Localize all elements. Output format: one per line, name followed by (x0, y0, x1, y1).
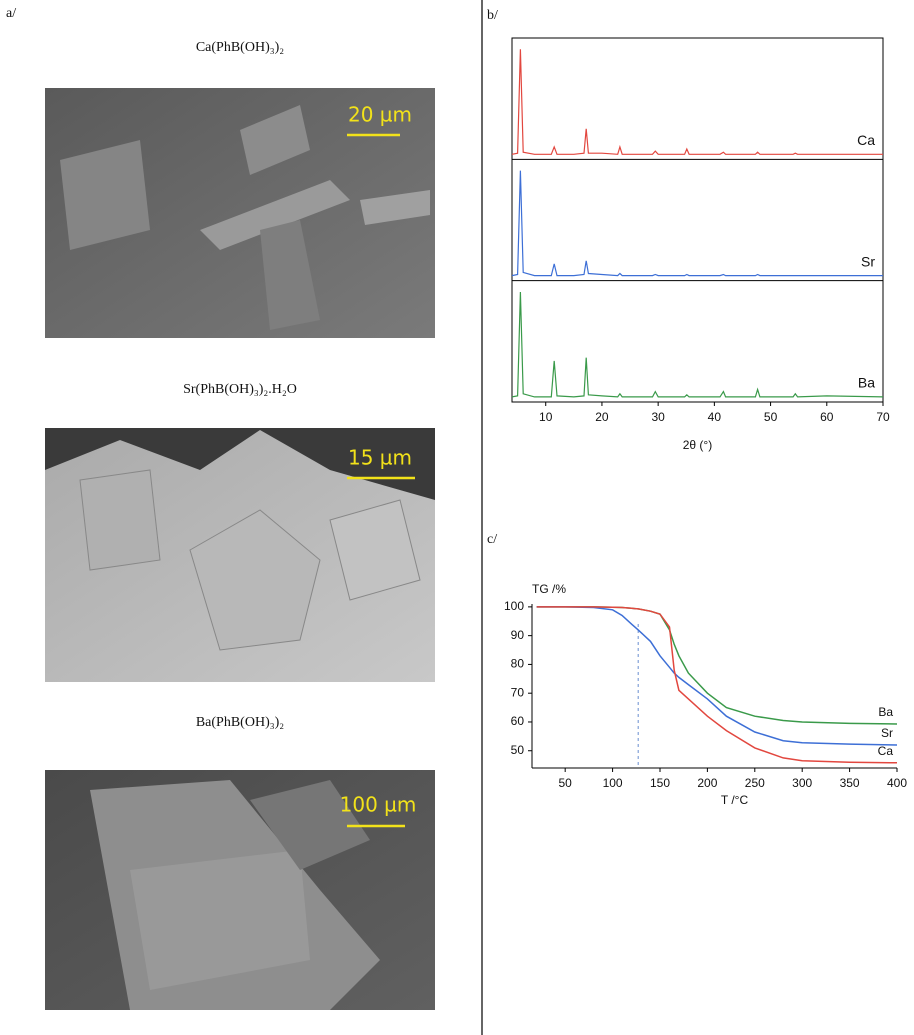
x-axis-label: 2θ (°) (683, 438, 712, 452)
x-axis-label: T /°C (721, 793, 749, 807)
xrd-line (512, 49, 883, 154)
x-tick-label: 150 (650, 776, 670, 790)
series-label: Sr (881, 726, 893, 740)
series-label: Ba (878, 705, 893, 719)
x-tick-label: 60 (820, 410, 834, 424)
y-tick-label: 60 (511, 714, 525, 728)
x-tick-label: 300 (792, 776, 812, 790)
image-title: Ca(PhB(OH)₃)₂ (196, 40, 284, 55)
tg-curve (537, 607, 897, 763)
y-tick-label: 70 (511, 685, 525, 699)
plot-frame (512, 38, 883, 402)
series-label: Sr (861, 253, 875, 269)
series-label: Ca (878, 744, 894, 758)
series-label: Ba (858, 375, 875, 391)
xrd-line (512, 171, 883, 276)
x-tick-label: 400 (887, 776, 907, 790)
x-tick-label: 50 (764, 410, 778, 424)
image-title: Ba(PhB(OH)₃)₂ (196, 715, 284, 730)
scale-bar-label: 20 µm (348, 103, 412, 127)
x-tick-label: 250 (745, 776, 765, 790)
x-tick-label: 10 (539, 410, 553, 424)
panel-label: c/ (487, 532, 497, 547)
tg-curve (537, 607, 897, 724)
y-tick-label: 80 (511, 657, 525, 671)
x-tick-label: 40 (708, 410, 722, 424)
panel-label: a/ (6, 6, 16, 21)
xrd-line (512, 292, 883, 397)
y-tick-label: 50 (511, 743, 525, 757)
x-tick-label: 50 (559, 776, 573, 790)
x-tick-label: 30 (651, 410, 665, 424)
y-axis-label: TG /% (532, 582, 566, 596)
x-tick-label: 20 (595, 410, 609, 424)
y-tick-label: 90 (511, 628, 525, 642)
panel-label: b/ (487, 8, 498, 23)
x-tick-label: 200 (697, 776, 717, 790)
series-label: Ca (857, 132, 875, 148)
x-tick-label: 350 (840, 776, 860, 790)
scale-bar-label: 15 µm (348, 446, 412, 470)
scale-bar-label: 100 µm (340, 793, 417, 817)
y-tick-label: 100 (504, 599, 524, 613)
image-title: Sr(PhB(OH)₃)₂.H₂O (183, 382, 297, 397)
x-tick-label: 100 (603, 776, 623, 790)
x-tick-label: 70 (876, 410, 890, 424)
figure: a/ b/ c/ Ca(PhB(OH)₃)₂ 20 µm Sr(PhB(OH)₃… (0, 0, 914, 1035)
